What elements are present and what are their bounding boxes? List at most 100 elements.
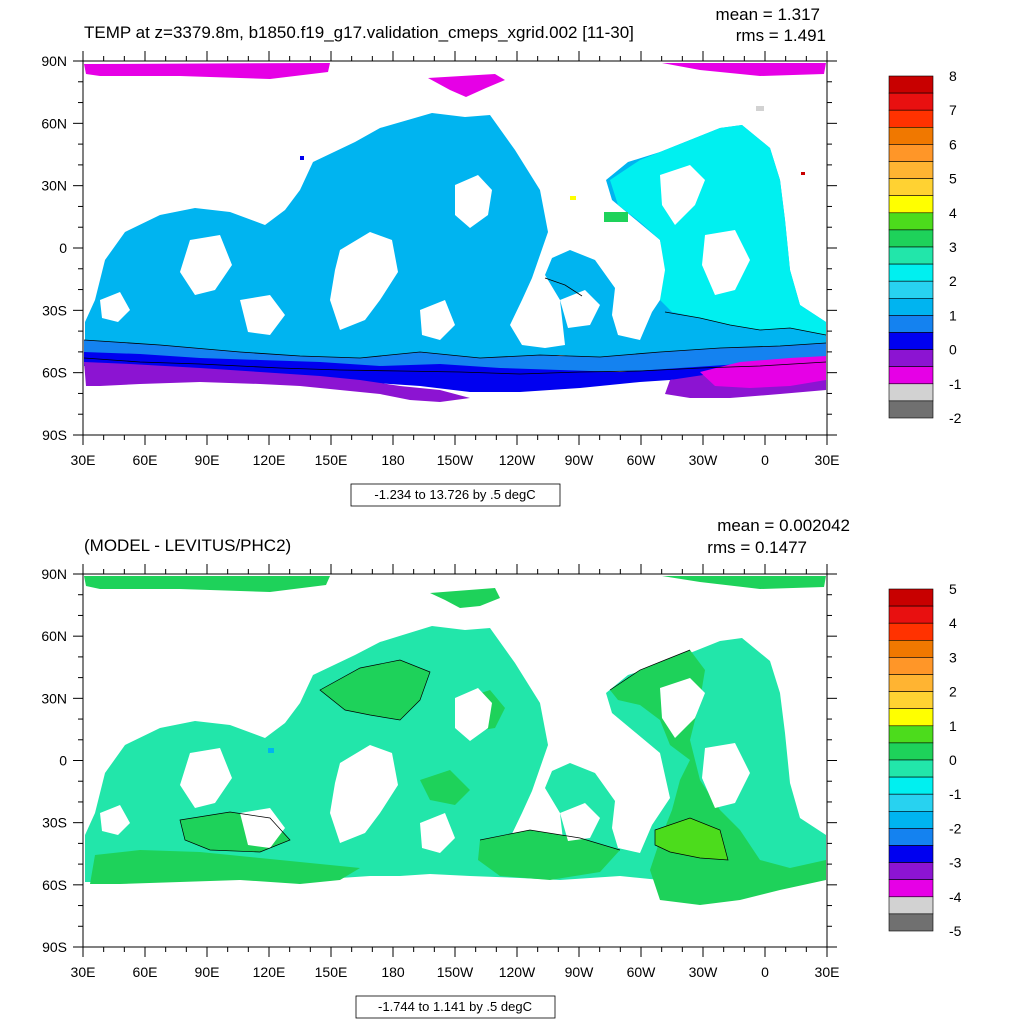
- lat-tick-label: 30S: [42, 302, 67, 318]
- panel-bottom-ticks: 30E 60E 90E 120E 150E 180 150W 120W 90W 60W 30W 0 30…: [41, 564, 839, 980]
- panel-top-rms: rms = 1.491: [736, 26, 826, 45]
- colorbar-swatch: [888, 195, 934, 214]
- panel-bottom-colorbar: 5 4 3 2 1 0 -1 -2 -3 -4 -5: [888, 581, 962, 939]
- colorbar-label: -5: [949, 923, 962, 939]
- lon-tick-label: 180: [381, 964, 405, 980]
- lat-tick-label: 90N: [41, 53, 67, 69]
- colorbar-swatch: [888, 212, 934, 231]
- lon-tick-label: 120E: [253, 452, 286, 468]
- colorbar-swatch: [888, 161, 934, 179]
- colorbar-swatch: [888, 793, 934, 812]
- lat-tick-label: 60N: [41, 115, 67, 131]
- colorbar-label: 3: [949, 239, 957, 255]
- colorbar-label: 0: [949, 752, 957, 768]
- colorbar-swatch: [888, 92, 934, 111]
- colorbar-swatch: [888, 109, 934, 128]
- colorbar-swatch: [888, 913, 934, 932]
- lon-tick-label: 60W: [627, 964, 657, 980]
- lon-tick-label: 90E: [195, 964, 220, 980]
- colorbar-swatch: [888, 776, 934, 795]
- lon-tick-label: 120E: [253, 964, 286, 980]
- lon-tick-label: 0: [761, 452, 769, 468]
- colorbar-swatch: [888, 828, 934, 846]
- colorbar-label: 4: [949, 615, 957, 631]
- colorbar-label: 5: [949, 171, 957, 187]
- panel-top-title: TEMP at z=3379.8m, b1850.f19_g17.validat…: [84, 23, 634, 42]
- lon-tick-label: 90W: [565, 964, 595, 980]
- lat-tick-label: 90S: [42, 427, 67, 443]
- colorbar-label: 4: [949, 205, 957, 221]
- lon-tick-label: 30E: [815, 452, 840, 468]
- lat-tick-label: 60N: [41, 628, 67, 644]
- lon-tick-label: 30E: [815, 964, 840, 980]
- lat-tick-label: 90N: [41, 566, 67, 582]
- colorbar-swatch: [888, 657, 934, 675]
- colorbar-label: 3: [949, 649, 957, 665]
- lon-tick-label: 60E: [133, 964, 158, 980]
- panel-top-colorbar: 8 7 6 5 4 3 2 1 0 -1 -2: [888, 68, 962, 426]
- lon-tick-label: 30W: [689, 964, 719, 980]
- lon-tick-label: 150W: [437, 964, 474, 980]
- colorbar-swatch: [888, 229, 934, 248]
- panel-bottom-rms: rms = 0.1477: [707, 538, 807, 557]
- colorbar-label: 8: [949, 68, 957, 84]
- colorbar-swatch: [888, 383, 934, 402]
- lon-tick-label: 30E: [71, 964, 96, 980]
- lon-tick-label: 180: [381, 452, 405, 468]
- lat-tick-label: 60S: [42, 877, 67, 893]
- colorbar-swatch: [888, 178, 934, 197]
- lat-tick-label: 30S: [42, 815, 67, 831]
- colorbar-swatch: [888, 144, 934, 162]
- colorbar-swatch: [888, 315, 934, 333]
- colorbar-swatch: [888, 280, 934, 299]
- colorbar-label: -2: [949, 410, 962, 426]
- colorbar-swatch: [888, 332, 934, 350]
- lon-tick-label: 120W: [499, 964, 536, 980]
- panel-top-map: [83, 61, 827, 435]
- arctic-ocean-region: [84, 63, 826, 97]
- colorbar-label: 2: [949, 684, 957, 700]
- colorbar-swatch: [888, 862, 934, 880]
- lon-tick-label: 60E: [133, 452, 158, 468]
- lon-tick-label: 150W: [437, 452, 474, 468]
- panel-top-mean: mean = 1.317: [716, 5, 820, 24]
- lat-tick-label: 30N: [41, 178, 67, 194]
- colorbar-swatch: [888, 349, 934, 368]
- colorbar-swatch: [888, 246, 934, 265]
- colorbar-swatch: [888, 400, 934, 419]
- lat-tick-label: 0: [59, 753, 67, 769]
- panel-top-ticks: 30E 60E 90E 120E 150E 180 150W 120W 90W 60W 30W 0 30…: [41, 51, 839, 468]
- lon-tick-label: 60W: [627, 452, 657, 468]
- colorbar-label: -1: [949, 786, 962, 802]
- colorbar-swatch: [888, 366, 934, 385]
- colorbar-label: 0: [949, 342, 957, 358]
- colorbar-swatch: [888, 297, 934, 316]
- colorbar-swatch: [888, 708, 934, 727]
- lon-tick-label: 90E: [195, 452, 220, 468]
- antarctic-shelf-region: [84, 362, 826, 402]
- panel-bottom-title: (MODEL - LEVITUS/PHC2): [84, 536, 291, 555]
- panel-top-range-box: [350, 483, 561, 507]
- panel-bottom-range-box: [355, 995, 556, 1019]
- colorbar-swatch: [888, 879, 934, 898]
- colorbar-swatch: [888, 622, 934, 641]
- lon-tick-label: 30W: [689, 452, 719, 468]
- panel-top: TEMP at z=3379.8m, b1850.f19_g17.validat…: [41, 5, 962, 507]
- lon-tick-label: 0: [761, 964, 769, 980]
- colorbar-swatch: [888, 588, 934, 607]
- colorbar-swatch: [888, 127, 934, 145]
- lat-tick-label: 60S: [42, 365, 67, 381]
- colorbar-swatch: [888, 725, 934, 744]
- colorbar-swatch: [888, 691, 934, 709]
- lat-tick-label: 90S: [42, 939, 67, 955]
- lat-tick-label: 30N: [41, 690, 67, 706]
- colorbar-swatch: [888, 639, 934, 658]
- colorbar-label: -3: [949, 855, 962, 871]
- colorbar-label: -2: [949, 820, 962, 836]
- colorbar-label: 1: [949, 718, 957, 734]
- lon-tick-label: 150E: [315, 452, 348, 468]
- lon-tick-label: 120W: [499, 452, 536, 468]
- colorbar-label: 2: [949, 273, 957, 289]
- panel-bottom-mean: mean = 0.002042: [717, 516, 850, 535]
